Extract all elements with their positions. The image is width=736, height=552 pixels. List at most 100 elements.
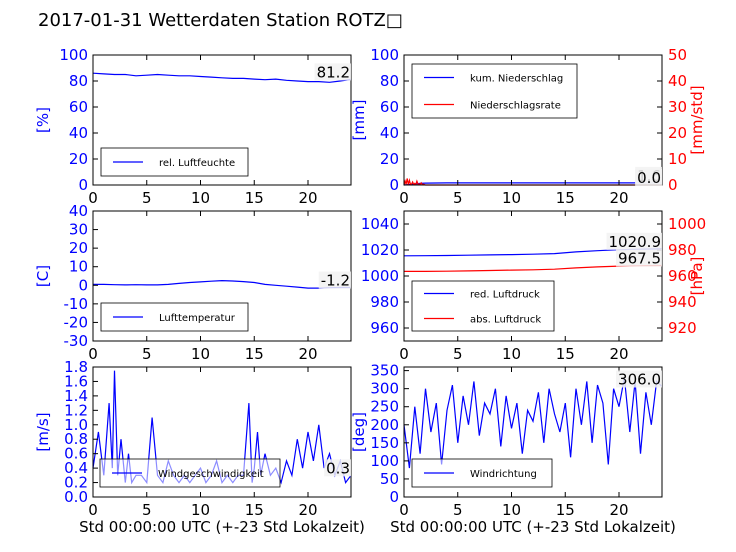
x-tick-label: 5 <box>453 189 463 207</box>
x-axis-label: Std 00:00:00 UTC (+-23 Std Lokalzeit) <box>79 518 365 536</box>
x-axis-label: Std 00:00:00 UTC (+-23 Std Lokalzeit) <box>390 518 676 536</box>
legend: kum. Niederschlag Niederschlagsrate <box>411 63 578 119</box>
x-tick-label: 15 <box>556 189 575 207</box>
y-axis-label: [m/s] <box>34 412 52 451</box>
legend-label: Windgeschwindigkeit <box>158 469 264 480</box>
x-tick-label: 20 <box>298 345 317 363</box>
last-value-background <box>606 232 662 250</box>
y-tick-label: 30 <box>69 221 88 239</box>
y-tick-label: 20 <box>380 150 399 168</box>
y-tick-label: 0 <box>389 176 399 194</box>
y-tick-label: 300 <box>370 380 399 398</box>
y-tick-label: 1040 <box>361 215 399 233</box>
y-axis-label: [%] <box>34 107 52 133</box>
last-value-label: 1020.9 <box>609 233 662 251</box>
plot-frame <box>403 54 663 186</box>
x-tick-label: 10 <box>502 345 521 363</box>
y-right-tick-label: 40 <box>668 72 687 90</box>
y-tick-label: 10 <box>69 258 88 276</box>
last-value-label: 0.3 <box>326 459 350 477</box>
y-tick-label: 0 <box>78 276 88 294</box>
y-tick-label: 20 <box>69 239 88 257</box>
last-value-2-background <box>635 169 662 186</box>
legend: Lufttemperatur <box>100 302 249 332</box>
figure-title: 2017-01-31 Wetterdaten Station ROTZ□ <box>38 10 403 31</box>
x-tick-label: 15 <box>245 189 264 207</box>
legend-label: kum. Niederschlag <box>470 74 563 85</box>
y-tick-label: 60 <box>380 98 399 116</box>
legend: Windgeschwindigkeit <box>99 458 281 488</box>
y-tick-label: 40 <box>69 202 88 220</box>
last-value-background <box>324 459 351 477</box>
y-right-tick-label: 20 <box>668 124 687 142</box>
legend-label: rel. Luftfeuchte <box>159 158 235 169</box>
y-axis-label: [deg] <box>350 412 368 452</box>
y-tick-label: 0.2 <box>64 474 88 492</box>
y-tick-label: 0.4 <box>64 459 88 477</box>
y-tick-label: 100 <box>370 452 399 470</box>
series-line-1 <box>403 377 663 469</box>
series-line-2 <box>403 177 662 186</box>
y-tick-label: 40 <box>69 124 88 142</box>
y-tick-label: 1000 <box>361 267 399 285</box>
legend-label: Windrichtung <box>470 469 537 480</box>
legend-label: abs. Luftdruck <box>470 315 541 326</box>
plot-frame <box>92 54 352 186</box>
series-line-1 <box>92 72 352 83</box>
x-tick-label: 5 <box>142 501 152 519</box>
last-value-background <box>318 271 351 289</box>
last-value-background <box>616 370 662 388</box>
x-tick-label: 0 <box>88 189 98 207</box>
x-tick-label: 10 <box>191 501 210 519</box>
y-right-tick-label: 50 <box>668 46 687 64</box>
y-tick-label: 1.6 <box>64 372 88 390</box>
y-right-tick-label: 940 <box>668 293 697 311</box>
y-tick-label: 1.0 <box>64 416 88 434</box>
legend: rel. Luftfeuchte <box>100 147 249 177</box>
x-tick-label: 15 <box>245 345 264 363</box>
x-tick-label: 0 <box>399 345 409 363</box>
legend: red. Luftdruck abs. Luftdruck <box>411 280 555 332</box>
legend-box <box>411 63 578 119</box>
x-tick-label: 0 <box>88 501 98 519</box>
y-right-tick-label: 0 <box>668 176 678 194</box>
y-tick-label: 80 <box>69 72 88 90</box>
y-tick-label: 80 <box>380 72 399 90</box>
last-value-2-background <box>616 249 662 267</box>
x-tick-label: 10 <box>191 345 210 363</box>
chart-panel-2: 0 5 10 15 20 0 20 40 60 80 100 0 10 20 30 40 50 [mm] [mm/s… <box>350 46 706 207</box>
legend-label: Lufttemperatur <box>159 313 236 324</box>
x-tick-label: 20 <box>609 189 628 207</box>
y-tick-label: 20 <box>69 150 88 168</box>
x-tick-label: 0 <box>399 189 409 207</box>
last-value-label: -1.2 <box>321 272 350 290</box>
chart-panel-5: 0 5 10 15 20 0.00.20.40.60.81.01.21.41.61.8 [m… <box>34 358 365 536</box>
x-tick-label: 10 <box>191 189 210 207</box>
x-tick-label: 20 <box>609 345 628 363</box>
x-tick-label: 15 <box>556 345 575 363</box>
legend-label: red. Luftdruck <box>470 290 540 301</box>
y-right-axis-label: [hPa] <box>688 257 706 296</box>
x-tick-label: 0 <box>88 345 98 363</box>
y-tick-label: 960 <box>370 319 399 337</box>
y-tick-label: 200 <box>370 416 399 434</box>
y-axis-label: [C] <box>34 265 52 287</box>
y-tick-label: 1020 <box>361 241 399 259</box>
last-value-label: 81.2 <box>317 63 350 81</box>
chart-panel-1: 0 5 10 15 20 0 20 40 60 80 100 [%] 81.2 rel. Luftfeuc… <box>34 46 352 207</box>
x-tick-label: 5 <box>453 501 463 519</box>
chart-panel-4: 0 5 10 15 20 960 980 1000 1020 1040 920 940 960 980 10… <box>361 210 706 363</box>
y-tick-label: 250 <box>370 398 399 416</box>
y-tick-label: 60 <box>69 98 88 116</box>
y-tick-label: 0 <box>78 176 88 194</box>
y-tick-label: 350 <box>370 362 399 380</box>
y-right-tick-label: 960 <box>668 267 697 285</box>
legend-label: Niederschlagsrate <box>470 101 561 112</box>
y-tick-label: -30 <box>64 332 89 350</box>
plot-frame <box>403 366 663 498</box>
y-tick-label: 50 <box>380 470 399 488</box>
y-tick-label: 980 <box>370 293 399 311</box>
